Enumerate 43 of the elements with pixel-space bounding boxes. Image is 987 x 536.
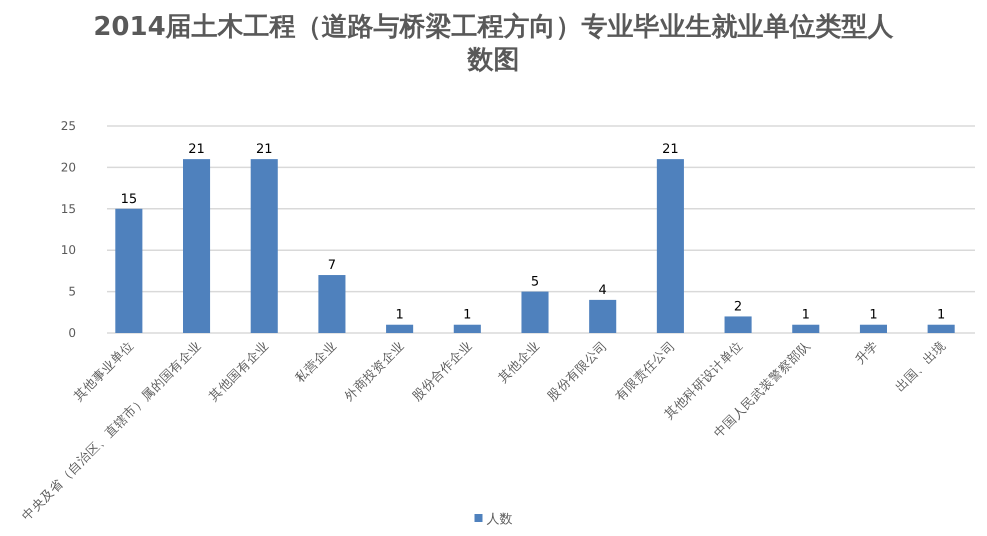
data-label: 7 (328, 258, 336, 274)
x-tick-label: 升学 (852, 338, 881, 367)
data-label: 1 (869, 308, 878, 323)
x-tick-label: 出国、出境 (892, 338, 948, 394)
x-tick-label: 其他国有企业 (206, 338, 272, 404)
bar (250, 159, 278, 333)
data-label: 15 (120, 192, 138, 207)
bar (115, 208, 142, 333)
y-tick-label: 20 (60, 160, 76, 174)
data-label: 21 (188, 142, 205, 158)
bar (928, 324, 955, 333)
x-tick-label: 其他企业 (494, 338, 542, 386)
y-tick-label: 5 (68, 284, 76, 299)
bar (183, 159, 210, 333)
data-label: 21 (256, 142, 273, 158)
data-label: 1 (395, 308, 404, 323)
bar (318, 275, 346, 333)
y-tick-label: 10 (60, 243, 76, 258)
y-tick-label: 0 (68, 326, 76, 340)
data-label: 1 (937, 308, 946, 323)
legend-label: 人数 (486, 512, 512, 527)
x-tick-label: 外商投资企业 (341, 338, 407, 404)
data-label: 21 (662, 142, 679, 158)
bar (724, 316, 752, 333)
bar (792, 324, 820, 333)
bar (386, 324, 414, 333)
data-label: 4 (598, 282, 607, 298)
bar (454, 324, 481, 333)
data-label: 2 (734, 299, 742, 314)
bar (521, 292, 549, 333)
x-tick-label: 股份合作企业 (408, 338, 475, 404)
bar (860, 324, 887, 333)
data-label: 1 (802, 308, 810, 323)
x-tick-label: 股份有限公司 (544, 338, 610, 404)
data-label: 1 (463, 308, 472, 323)
y-tick-label: 25 (60, 119, 76, 133)
data-label: 5 (530, 274, 540, 290)
chart-title: 2014届土木工程（道路与桥梁工程方向）专业毕业生就业单位类型人数图 (93, 12, 895, 75)
x-tick-label: 私营企业 (292, 338, 340, 386)
y-tick-label: 15 (60, 202, 76, 216)
x-tick-label: 其他事业单位 (70, 338, 136, 404)
bar (656, 159, 684, 333)
bar (589, 300, 616, 333)
